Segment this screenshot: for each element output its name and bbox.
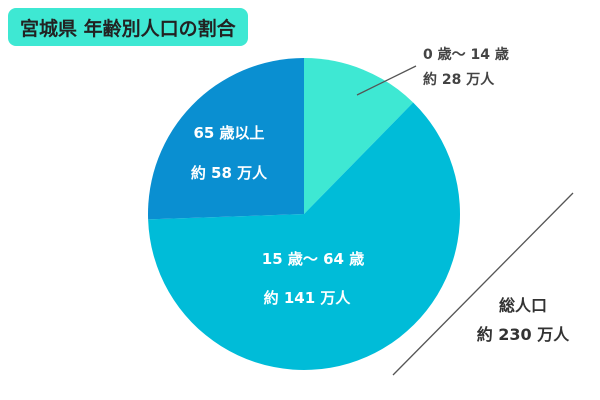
total-label: 総人口 — [499, 296, 547, 315]
pie-slice-65-plus — [148, 58, 304, 220]
leader-line-youth — [356, 65, 417, 96]
slice-label-senior-category: 65 歳以上 — [193, 124, 264, 142]
slice-label-youth-category: 0 歳～ 14 歳 — [423, 46, 509, 63]
slice-label-youth-value: 約 28 万人 — [423, 71, 495, 88]
pie-slice-15-64 — [148, 102, 460, 370]
slice-label-working-category: 15 歳～ 64 歳 — [262, 250, 364, 268]
slice-label-senior-value: 約 58 万人 — [191, 164, 268, 182]
pie-slice-0-14 — [304, 58, 414, 214]
chart-title: 宮城県 年齢別人口の割合 — [8, 8, 248, 46]
slice-label-working-value: 約 141 万人 — [264, 289, 352, 307]
total-value: 約 230 万人 — [477, 325, 571, 344]
total-divider-line — [392, 192, 574, 376]
